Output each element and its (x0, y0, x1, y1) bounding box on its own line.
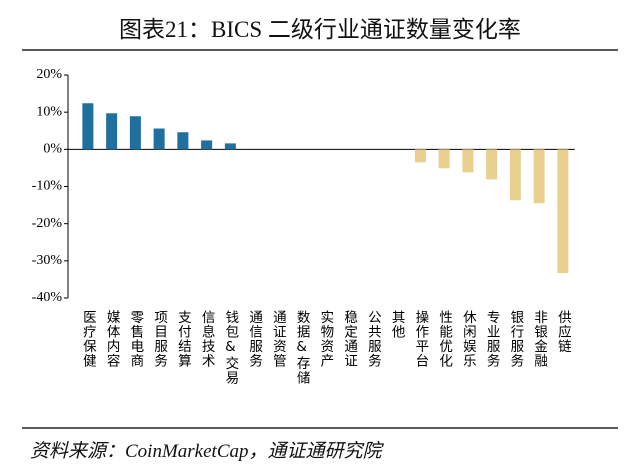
y-tick-label: -10% (32, 179, 63, 194)
x-tick-label: 钱包&交易 (222, 310, 239, 385)
x-tick-label: 通证资管 (269, 310, 286, 368)
x-tick-label: 信息技术 (198, 310, 215, 368)
x-tick-label: 非银金融 (531, 310, 548, 368)
x-tick-label: 项目服务 (151, 310, 168, 368)
x-tick-label: 其他 (388, 310, 405, 339)
x-tick-label: 公共服务 (364, 310, 381, 368)
y-tick-label: 0% (43, 142, 62, 157)
x-tick-label: 休闲娱乐 (459, 310, 476, 368)
bar (557, 149, 569, 274)
x-tick-label: 媒体内容 (103, 310, 120, 368)
x-tick-label: 专业服务 (483, 310, 500, 368)
bar (462, 149, 474, 173)
x-tick-label: 实物资产 (317, 310, 334, 368)
bar (414, 149, 426, 163)
bar (533, 149, 545, 204)
x-tick-label: 性能优化 (436, 310, 453, 368)
x-tick-label: 通信服务 (246, 310, 263, 368)
x-tick-label: 稳定通证 (341, 310, 358, 368)
y-tick-label: -30% (32, 253, 63, 268)
y-tick-label: 20% (36, 67, 62, 82)
x-tick-label: 操作平台 (412, 310, 429, 368)
bar (153, 128, 165, 150)
bar (509, 149, 521, 201)
bar (224, 143, 236, 150)
bar (486, 149, 498, 180)
bar (106, 113, 118, 150)
y-tick-label: -20% (32, 216, 63, 231)
bar (177, 132, 189, 150)
chart-title: 图表21：BICS 二级行业通证数量变化率 (119, 17, 521, 42)
x-tick-label: 数据&存储 (293, 310, 310, 385)
bar (438, 149, 450, 169)
bar (82, 103, 94, 150)
x-tick-label: 银行服务 (507, 310, 524, 368)
source-note: 资料来源：CoinMarketCap，通证通研究院 (30, 441, 382, 462)
y-tick-label: -40% (32, 290, 63, 305)
bar (201, 140, 213, 150)
y-tick-label: 10% (36, 104, 62, 119)
x-tick-label: 零售电商 (127, 310, 144, 368)
x-tick-label: 医疗保健 (79, 310, 96, 368)
bar (129, 116, 141, 150)
x-tick-label: 支付结算 (174, 310, 191, 368)
x-tick-label: 供应链 (554, 310, 571, 354)
